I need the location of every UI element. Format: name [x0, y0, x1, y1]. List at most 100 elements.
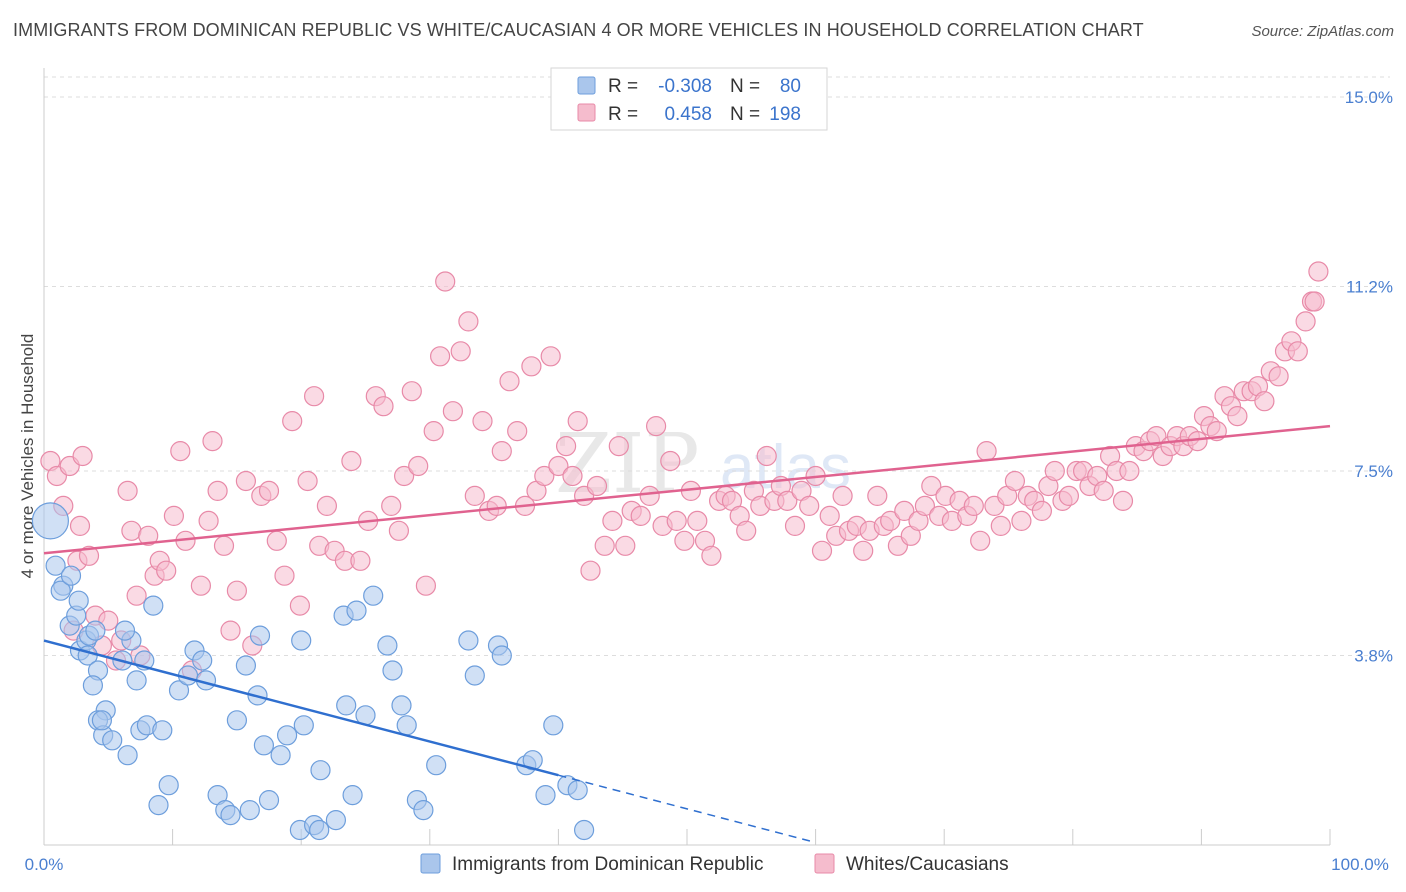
dominican-point [168, 680, 190, 701]
dominican-point [567, 779, 588, 801]
whites-point [594, 535, 615, 556]
dominican-point [363, 585, 384, 606]
whites-point [220, 620, 241, 641]
whites-point [121, 520, 142, 541]
whites-point [521, 356, 542, 377]
dominican-point [291, 630, 312, 651]
dominican-point [426, 755, 447, 776]
whites-point [799, 495, 820, 516]
whites-point [1031, 500, 1053, 521]
bottom-legend-swatch-pink [814, 853, 835, 874]
whites-point [534, 465, 555, 487]
whites-point [373, 396, 394, 417]
whites-point [1254, 391, 1275, 412]
whites-point [435, 271, 456, 292]
dominican-point [336, 695, 357, 716]
dominican-point [346, 600, 367, 621]
dominican-point [158, 775, 179, 796]
legend-n-label-2: N = [730, 104, 760, 125]
whites-point [880, 510, 901, 532]
whites-point [258, 480, 280, 501]
whites-point [736, 520, 757, 541]
whites-point [1268, 366, 1289, 387]
whites-point [266, 530, 287, 551]
legend-swatch-pink [577, 103, 596, 122]
dominican-point [310, 760, 331, 781]
x-tick-labels: 0.0% 100.0% [25, 855, 1389, 874]
whites-point [1295, 311, 1316, 332]
bottom-legend: Immigrants from Dominican Republic White… [420, 853, 1009, 875]
whites-point [853, 540, 874, 561]
whites-point [297, 470, 318, 492]
whites-point [1044, 460, 1065, 482]
whites-point [1227, 406, 1248, 427]
whites-point [914, 495, 936, 516]
whites-point [819, 505, 840, 527]
whites-point [777, 490, 798, 511]
whites-point [608, 436, 629, 457]
whites-point [394, 465, 415, 487]
x-tick-label-max: 100.0% [1331, 855, 1389, 874]
whites-point [555, 436, 577, 457]
whites-point [117, 480, 138, 501]
legend-r-label-1: R = [608, 76, 638, 97]
whites-point [811, 540, 833, 561]
dominican-point [543, 715, 564, 736]
whites-point [990, 515, 1011, 537]
whites-point [423, 421, 444, 442]
whites-point [289, 595, 310, 616]
trendline-whites [43, 424, 1331, 555]
dominican-point [382, 660, 403, 681]
legend-swatch-blue [577, 76, 596, 95]
whites-point [491, 441, 512, 462]
dominican-point [413, 799, 434, 821]
y-tick-labels: 3.8% 7.5% 11.2% 15.0% [1345, 88, 1393, 666]
whites-point [170, 441, 191, 462]
whites-point [630, 505, 651, 527]
whites-point [401, 381, 422, 402]
chart-title: IMMIGRANTS FROM DOMINICAN REPUBLIC VS WH… [13, 20, 1144, 40]
whites-point [540, 346, 561, 367]
whites-point [472, 411, 493, 432]
whites-point [207, 480, 228, 501]
whites-point [274, 565, 295, 586]
whites-point [156, 560, 177, 581]
dominican-point [293, 715, 314, 736]
whites-point [701, 545, 722, 566]
legend-r-label-2: R = [608, 104, 638, 125]
whites-point [138, 525, 159, 546]
x-ticks [43, 829, 1331, 845]
dominican-point [148, 794, 169, 816]
whites-point [586, 475, 608, 497]
whites-point [976, 441, 997, 462]
dominican-point [573, 819, 595, 841]
whites-point [486, 495, 507, 516]
whites-point [615, 535, 636, 556]
dominican-point [152, 720, 173, 741]
dominican-point [102, 730, 123, 751]
whites-point [442, 401, 463, 422]
whites-point [202, 431, 223, 452]
trendline-dominican [43, 639, 559, 777]
whites-point [963, 495, 984, 516]
whites-point [450, 341, 471, 362]
whites-point [388, 520, 409, 541]
dominican-point [235, 655, 256, 676]
dominican-point [82, 675, 104, 696]
dominican-point [277, 725, 298, 746]
legend-n-label-1: N = [730, 76, 760, 97]
dominican-point [377, 635, 398, 656]
whites-point [163, 505, 184, 527]
dominican-point [458, 630, 479, 651]
whites-point [580, 560, 601, 581]
whites-point [1004, 470, 1026, 492]
y-axis-label: 4 or more Vehicles in Household [18, 334, 37, 579]
whites-point [687, 510, 708, 532]
dominican-point [535, 784, 556, 806]
whites-point [1308, 261, 1329, 282]
whites-point [548, 455, 569, 477]
whites-point [198, 510, 219, 532]
dominican-point [396, 715, 417, 736]
whites-point [1119, 460, 1140, 482]
